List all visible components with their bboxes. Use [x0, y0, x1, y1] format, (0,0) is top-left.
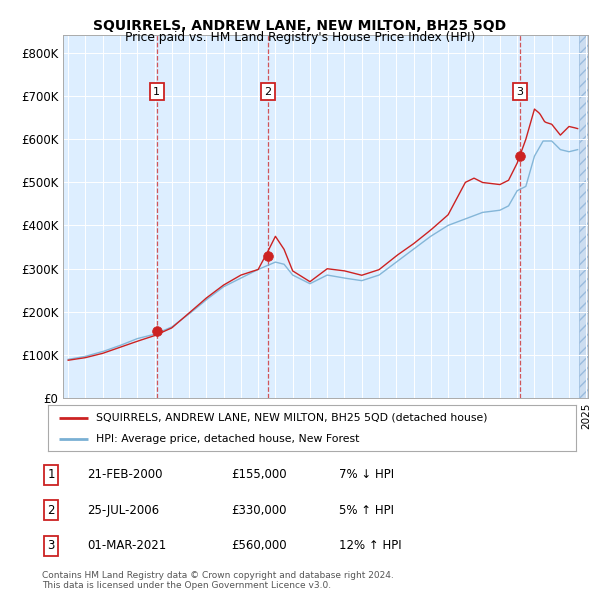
Text: 5% ↑ HPI: 5% ↑ HPI — [339, 504, 394, 517]
Text: 3: 3 — [517, 87, 524, 97]
Text: 2: 2 — [47, 504, 55, 517]
Text: £155,000: £155,000 — [231, 468, 287, 481]
Text: 1: 1 — [47, 468, 55, 481]
Text: 12% ↑ HPI: 12% ↑ HPI — [339, 539, 401, 552]
Text: 01-MAR-2021: 01-MAR-2021 — [87, 539, 166, 552]
Text: SQUIRRELS, ANDREW LANE, NEW MILTON, BH25 5QD (detached house): SQUIRRELS, ANDREW LANE, NEW MILTON, BH25… — [95, 413, 487, 423]
Bar — [579, 35, 588, 398]
Text: SQUIRRELS, ANDREW LANE, NEW MILTON, BH25 5QD: SQUIRRELS, ANDREW LANE, NEW MILTON, BH25… — [94, 19, 506, 33]
Text: 7% ↓ HPI: 7% ↓ HPI — [339, 468, 394, 481]
Text: This data is licensed under the Open Government Licence v3.0.: This data is licensed under the Open Gov… — [42, 581, 331, 589]
Text: 2: 2 — [265, 87, 272, 97]
Text: £330,000: £330,000 — [231, 504, 287, 517]
Text: £560,000: £560,000 — [231, 539, 287, 552]
Text: 21-FEB-2000: 21-FEB-2000 — [87, 468, 163, 481]
Text: 3: 3 — [47, 539, 55, 552]
Text: Price paid vs. HM Land Registry's House Price Index (HPI): Price paid vs. HM Land Registry's House … — [125, 31, 475, 44]
Text: Contains HM Land Registry data © Crown copyright and database right 2024.: Contains HM Land Registry data © Crown c… — [42, 571, 394, 580]
Text: HPI: Average price, detached house, New Forest: HPI: Average price, detached house, New … — [95, 434, 359, 444]
Text: 1: 1 — [153, 87, 160, 97]
Text: 25-JUL-2006: 25-JUL-2006 — [87, 504, 159, 517]
